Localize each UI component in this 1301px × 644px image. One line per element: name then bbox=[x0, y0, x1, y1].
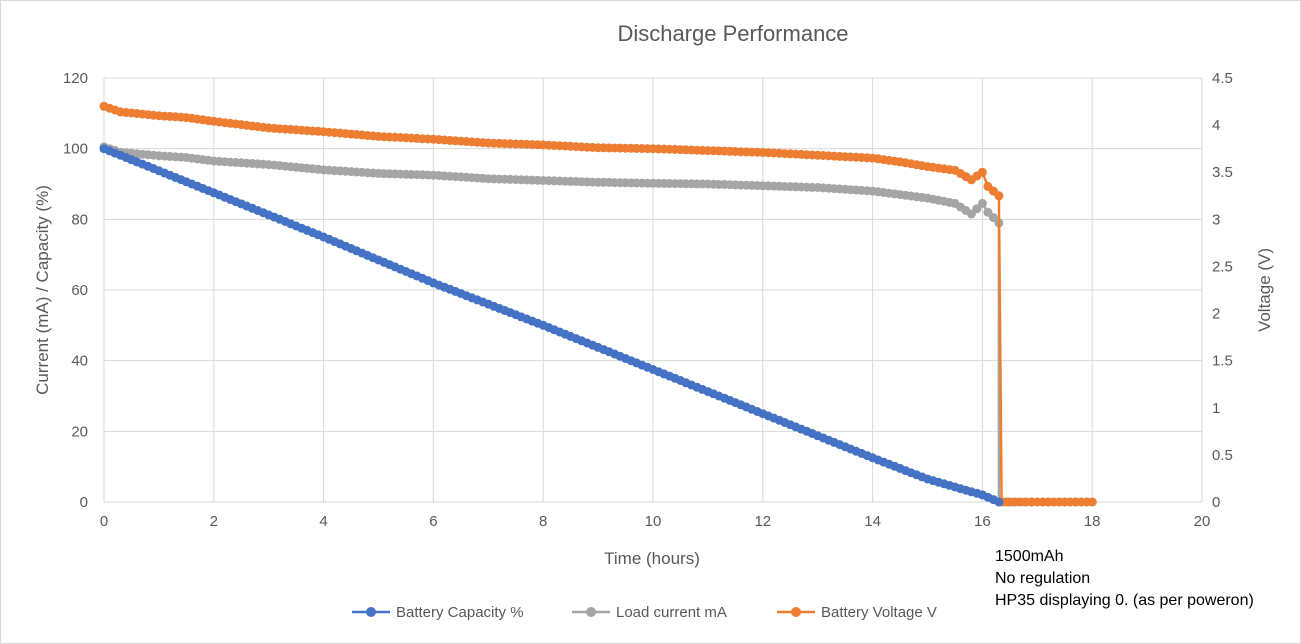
x-tick-labels: 0 2 4 6 8 10 12 14 16 18 20 bbox=[100, 513, 1211, 530]
annotation-line-3: HP35 displaying 0. (as per poweron) bbox=[995, 592, 1254, 609]
data-point bbox=[977, 167, 987, 177]
y-tick-label: 40 bbox=[71, 353, 88, 370]
y-tick-labels: 0 20 40 60 80 100 120 bbox=[63, 70, 88, 511]
x-tick-label: 14 bbox=[864, 513, 881, 530]
x-tick-label: 4 bbox=[319, 513, 327, 530]
data-point bbox=[994, 497, 1004, 507]
y2-tick-label: 2 bbox=[1212, 306, 1220, 323]
x-tick-label: 10 bbox=[645, 513, 662, 530]
x-tick-label: 2 bbox=[210, 513, 218, 530]
y2-tick-label: 4 bbox=[1212, 117, 1220, 134]
data-point bbox=[1087, 497, 1097, 507]
x-axis-title: Time (hours) bbox=[604, 549, 700, 568]
y2-tick-label: 3 bbox=[1212, 211, 1220, 228]
y2-tick-label: 2.5 bbox=[1212, 258, 1233, 275]
legend-marker bbox=[366, 607, 376, 617]
data-point bbox=[977, 198, 987, 208]
y-tick-label: 60 bbox=[71, 282, 88, 299]
legend-marker bbox=[791, 607, 801, 617]
y-tick-label: 80 bbox=[71, 211, 88, 228]
gridlines bbox=[103, 77, 1203, 503]
x-tick-label: 0 bbox=[100, 513, 108, 530]
y2-tick-label: 3.5 bbox=[1212, 164, 1233, 181]
x-tick-label: 8 bbox=[539, 513, 547, 530]
y2-axis-title: Voltage (V) bbox=[1255, 248, 1274, 332]
x-tick-label: 20 bbox=[1194, 513, 1211, 530]
x-tick-label: 18 bbox=[1084, 513, 1101, 530]
legend-label: Battery Voltage V bbox=[821, 604, 937, 621]
x-tick-label: 6 bbox=[429, 513, 437, 530]
series-1 bbox=[99, 142, 1097, 507]
series-0 bbox=[99, 144, 1004, 507]
chart-title: Discharge Performance bbox=[617, 21, 848, 46]
y2-tick-label: 4.5 bbox=[1212, 70, 1233, 87]
y2-tick-label: 1 bbox=[1212, 400, 1220, 417]
y-tick-label: 20 bbox=[71, 423, 88, 440]
legend: Battery Capacity % Load current mA Battery… bbox=[352, 604, 937, 621]
annotation-line-2: No regulation bbox=[995, 570, 1091, 587]
x-tick-label: 16 bbox=[974, 513, 991, 530]
annotation-line-1: 1500mAh bbox=[995, 548, 1064, 565]
series-2 bbox=[99, 101, 1097, 507]
legend-label: Load current mA bbox=[616, 604, 727, 621]
y-tick-label: 0 bbox=[80, 494, 88, 511]
y2-tick-label: 1.5 bbox=[1212, 353, 1233, 370]
legend-marker bbox=[586, 607, 596, 617]
y-tick-label: 120 bbox=[63, 70, 88, 87]
data-point bbox=[994, 191, 1004, 201]
y2-tick-label: 0.5 bbox=[1212, 447, 1233, 464]
y-axis-title: Current (mA) / Capacity (%) bbox=[33, 185, 52, 395]
x-tick-label: 12 bbox=[754, 513, 771, 530]
y-tick-label: 100 bbox=[63, 141, 88, 158]
chart-annotation: 1500mAh No regulation HP35 displaying 0.… bbox=[995, 546, 1254, 612]
y2-tick-label: 0 bbox=[1212, 494, 1220, 511]
legend-label: Battery Capacity % bbox=[396, 604, 524, 621]
y2-tick-labels: 0 0.5 1 1.5 2 2.5 3 3.5 4 4.5 bbox=[1212, 70, 1233, 511]
series-layer bbox=[99, 101, 1097, 507]
